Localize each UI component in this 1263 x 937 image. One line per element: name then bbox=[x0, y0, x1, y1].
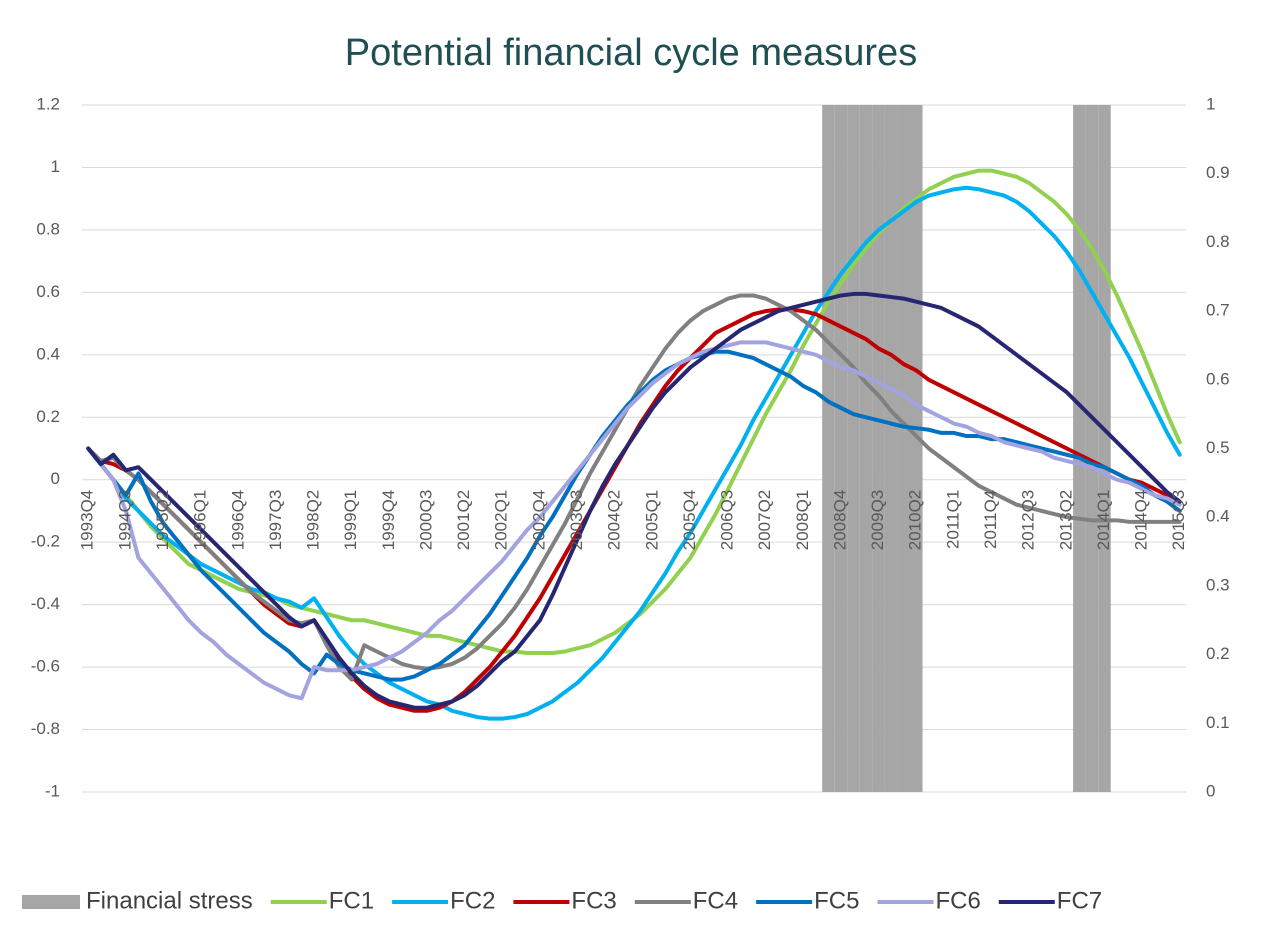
legend-label: FC4 bbox=[693, 887, 738, 914]
y2-tick-label: 1 bbox=[1206, 94, 1215, 113]
x-tick-label: 1996Q1 bbox=[191, 490, 210, 551]
legend-item: FC6 bbox=[877, 887, 981, 914]
legend-label: FC6 bbox=[935, 887, 980, 914]
x-tick-label: 2008Q1 bbox=[793, 490, 812, 551]
bar bbox=[822, 105, 835, 792]
bar bbox=[859, 105, 873, 792]
bar bbox=[1085, 105, 1099, 792]
x-tick-label: 2011Q4 bbox=[981, 490, 1000, 549]
x-tick-label: 1999Q1 bbox=[341, 490, 360, 551]
x-tick-label: 2008Q4 bbox=[830, 490, 849, 551]
legend-item: Financial stress bbox=[22, 887, 253, 914]
y-tick-label: 0.4 bbox=[36, 344, 60, 363]
x-tick-label: 2014Q1 bbox=[1094, 490, 1113, 551]
x-tick-label: 2002Q4 bbox=[529, 490, 548, 551]
x-tick-label: 2015Q3 bbox=[1169, 490, 1188, 551]
y2-tick-label: 0.2 bbox=[1206, 644, 1230, 663]
bar bbox=[1098, 105, 1111, 792]
y-tick-label: -0.2 bbox=[31, 532, 60, 551]
bar bbox=[897, 105, 910, 792]
bar bbox=[872, 105, 885, 792]
x-tick-label: 2012Q3 bbox=[1019, 490, 1038, 551]
x-tick-label: 2005Q1 bbox=[642, 490, 661, 551]
legend-item: FC2 bbox=[392, 887, 495, 914]
y2-tick-label: 0.8 bbox=[1206, 232, 1230, 251]
x-tick-label: 2009Q3 bbox=[868, 490, 887, 551]
y2-tick-label: 0.7 bbox=[1206, 301, 1230, 320]
x-tick-label: 2004Q2 bbox=[605, 490, 624, 551]
y2-tick-label: 0.4 bbox=[1206, 507, 1230, 526]
y-tick-label: -0.4 bbox=[31, 594, 60, 613]
x-tick-label: 2007Q2 bbox=[755, 490, 774, 551]
y-tick-label: -0.8 bbox=[31, 719, 60, 738]
legend-label: FC7 bbox=[1057, 887, 1102, 914]
bar bbox=[847, 105, 860, 792]
x-tick-label: 2001Q2 bbox=[454, 490, 473, 551]
y2-tick-label: 0.9 bbox=[1206, 163, 1230, 182]
x-tick-label: 1998Q2 bbox=[304, 490, 323, 551]
y-tick-label: -0.6 bbox=[31, 657, 60, 676]
legend-item: FC5 bbox=[756, 887, 859, 914]
y2-tick-label: 0.3 bbox=[1206, 575, 1230, 594]
y2-tick-label: 0.6 bbox=[1206, 369, 1230, 388]
legend-item: FC4 bbox=[634, 887, 738, 914]
y-tick-label: 0.8 bbox=[36, 219, 60, 238]
x-tick-label: 2000Q3 bbox=[416, 490, 435, 551]
x-tick-label: 2011Q1 bbox=[943, 490, 962, 549]
x-tick-label: 1996Q4 bbox=[228, 490, 247, 551]
legend-label: FC2 bbox=[450, 887, 495, 914]
bar bbox=[910, 105, 923, 792]
legend-label: FC3 bbox=[571, 887, 616, 914]
x-tick-label: 2010Q2 bbox=[906, 490, 925, 551]
legend-item: FC7 bbox=[998, 887, 1102, 914]
bar bbox=[884, 105, 898, 792]
y-tick-label: 0 bbox=[51, 469, 60, 488]
y2-tick-label: 0.5 bbox=[1206, 438, 1230, 457]
y-tick-label: 1.2 bbox=[36, 94, 60, 113]
series-line bbox=[86, 340, 1182, 701]
y-tick-label: 0.6 bbox=[36, 282, 60, 301]
x-tick-label: 2005Q4 bbox=[680, 490, 699, 551]
y2-tick-label: 0.1 bbox=[1206, 713, 1230, 732]
x-tick-label: 1997Q3 bbox=[266, 490, 285, 551]
chart-title: Potential financial cycle measures bbox=[345, 32, 917, 74]
bar bbox=[834, 105, 848, 792]
series-line bbox=[86, 185, 1182, 721]
y2-tick-label: 0 bbox=[1206, 781, 1215, 800]
x-tick-label: 1995Q2 bbox=[153, 490, 172, 551]
bar bbox=[1073, 105, 1086, 792]
legend-label: Financial stress bbox=[86, 887, 253, 914]
legend-swatch bbox=[22, 895, 80, 909]
y-tick-label: 1 bbox=[51, 157, 60, 176]
legend-item: FC1 bbox=[270, 887, 374, 914]
x-tick-label: 2002Q1 bbox=[492, 490, 511, 551]
y-tick-label: -1 bbox=[45, 781, 60, 800]
x-tick-label: 2003Q3 bbox=[567, 490, 586, 551]
x-tick-label: 2014Q4 bbox=[1132, 490, 1151, 551]
y-tick-label: 0.2 bbox=[36, 407, 60, 426]
x-tick-label: 2013Q2 bbox=[1056, 490, 1075, 551]
x-tick-label: 1993Q4 bbox=[78, 490, 97, 551]
legend-label: FC5 bbox=[814, 887, 859, 914]
x-tick-label: 1999Q4 bbox=[379, 490, 398, 551]
legend-item: FC3 bbox=[513, 887, 617, 914]
legend-label: FC1 bbox=[329, 887, 374, 914]
x-tick-label: 2006Q3 bbox=[718, 490, 737, 551]
x-tick-label: 1994Q3 bbox=[115, 490, 134, 551]
series-line bbox=[86, 291, 1182, 710]
